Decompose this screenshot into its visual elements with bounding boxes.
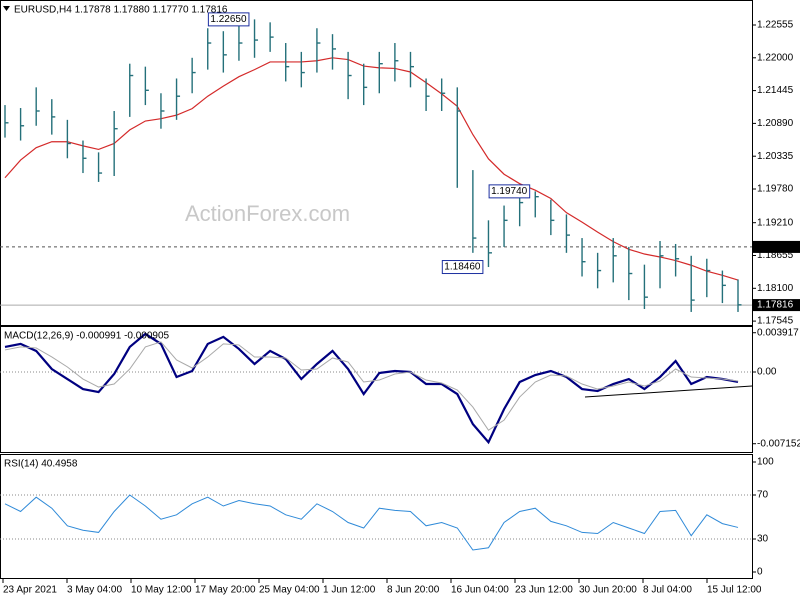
y-tick-label: 0.003917	[757, 327, 799, 338]
price-label: 1.17816	[757, 300, 794, 311]
macd-panel-frame	[0, 326, 753, 453]
annotation-label: 1.18460	[444, 262, 481, 273]
y-tick-label: 1.19210	[757, 217, 794, 228]
panel-title: MACD(12,26,9) -0.000991 -0.000905	[4, 331, 170, 342]
macd-trendline	[584, 385, 753, 398]
panel-title: EURUSD,H4 1.17878 1.17880 1.17770 1.1781…	[14, 5, 228, 16]
annotation-box	[441, 260, 484, 275]
y-tick-label: 1.19780	[757, 184, 794, 195]
y-tick-label: 1.20890	[757, 118, 794, 129]
annotation-box	[207, 12, 250, 27]
symbol-menu-icon	[3, 6, 10, 11]
x-tick-label: 23 Jun 12:00	[515, 585, 573, 596]
watermark: ActionForex.com	[185, 201, 350, 226]
y-tick-label: 1.22000	[757, 52, 794, 63]
price-label-box	[752, 240, 800, 253]
x-tick-label: 30 Jun 20:00	[579, 585, 637, 596]
x-tick-label: 1 Jun 12:00	[323, 585, 376, 596]
x-tick-label: 16 Jun 04:00	[451, 585, 509, 596]
rsi-panel-frame	[0, 454, 753, 579]
x-tick-label: 23 Apr 2021	[3, 585, 57, 596]
x-tick-label: 3 May 04:00	[67, 585, 122, 596]
price-label-box	[752, 299, 800, 312]
y-tick-label: 1.20335	[757, 151, 794, 162]
annotation-label: 1.19740	[491, 186, 528, 197]
x-tick-label: 8 Jun 20:00	[387, 585, 440, 596]
price-label: 1.18800	[757, 242, 794, 253]
y-tick-label: 1.21445	[757, 85, 794, 96]
y-tick-label: 1.22555	[757, 20, 794, 31]
price-panel-frame	[0, 0, 753, 326]
indicator-line	[4, 332, 739, 445]
moving-average	[4, 57, 739, 281]
y-tick-label: -0.007152	[757, 438, 800, 449]
annotation-label: 1.22650	[210, 14, 247, 25]
y-tick-label: 1.18100	[757, 283, 794, 294]
annotation-box	[488, 184, 531, 199]
x-tick-label: 10 May 12:00	[131, 585, 192, 596]
y-tick-label: 0.00	[757, 367, 777, 378]
x-tick-label: 25 May 04:00	[259, 585, 320, 596]
y-tick-label: 30	[757, 534, 769, 545]
y-tick-label: 1.17545	[757, 316, 794, 327]
y-tick-label: 100	[757, 457, 774, 468]
y-tick-label: 0	[757, 567, 763, 578]
y-tick-label: 70	[757, 490, 769, 501]
y-tick-label: 1.18655	[757, 250, 794, 261]
indicator-line	[4, 341, 739, 431]
x-tick-label: 15 Jul 12:00	[707, 585, 762, 596]
panel-title: RSI(14) 40.4958	[4, 459, 78, 470]
x-tick-label: 8 Jul 04:00	[643, 585, 692, 596]
indicator-line	[4, 494, 739, 551]
x-tick-label: 17 May 20:00	[195, 585, 256, 596]
